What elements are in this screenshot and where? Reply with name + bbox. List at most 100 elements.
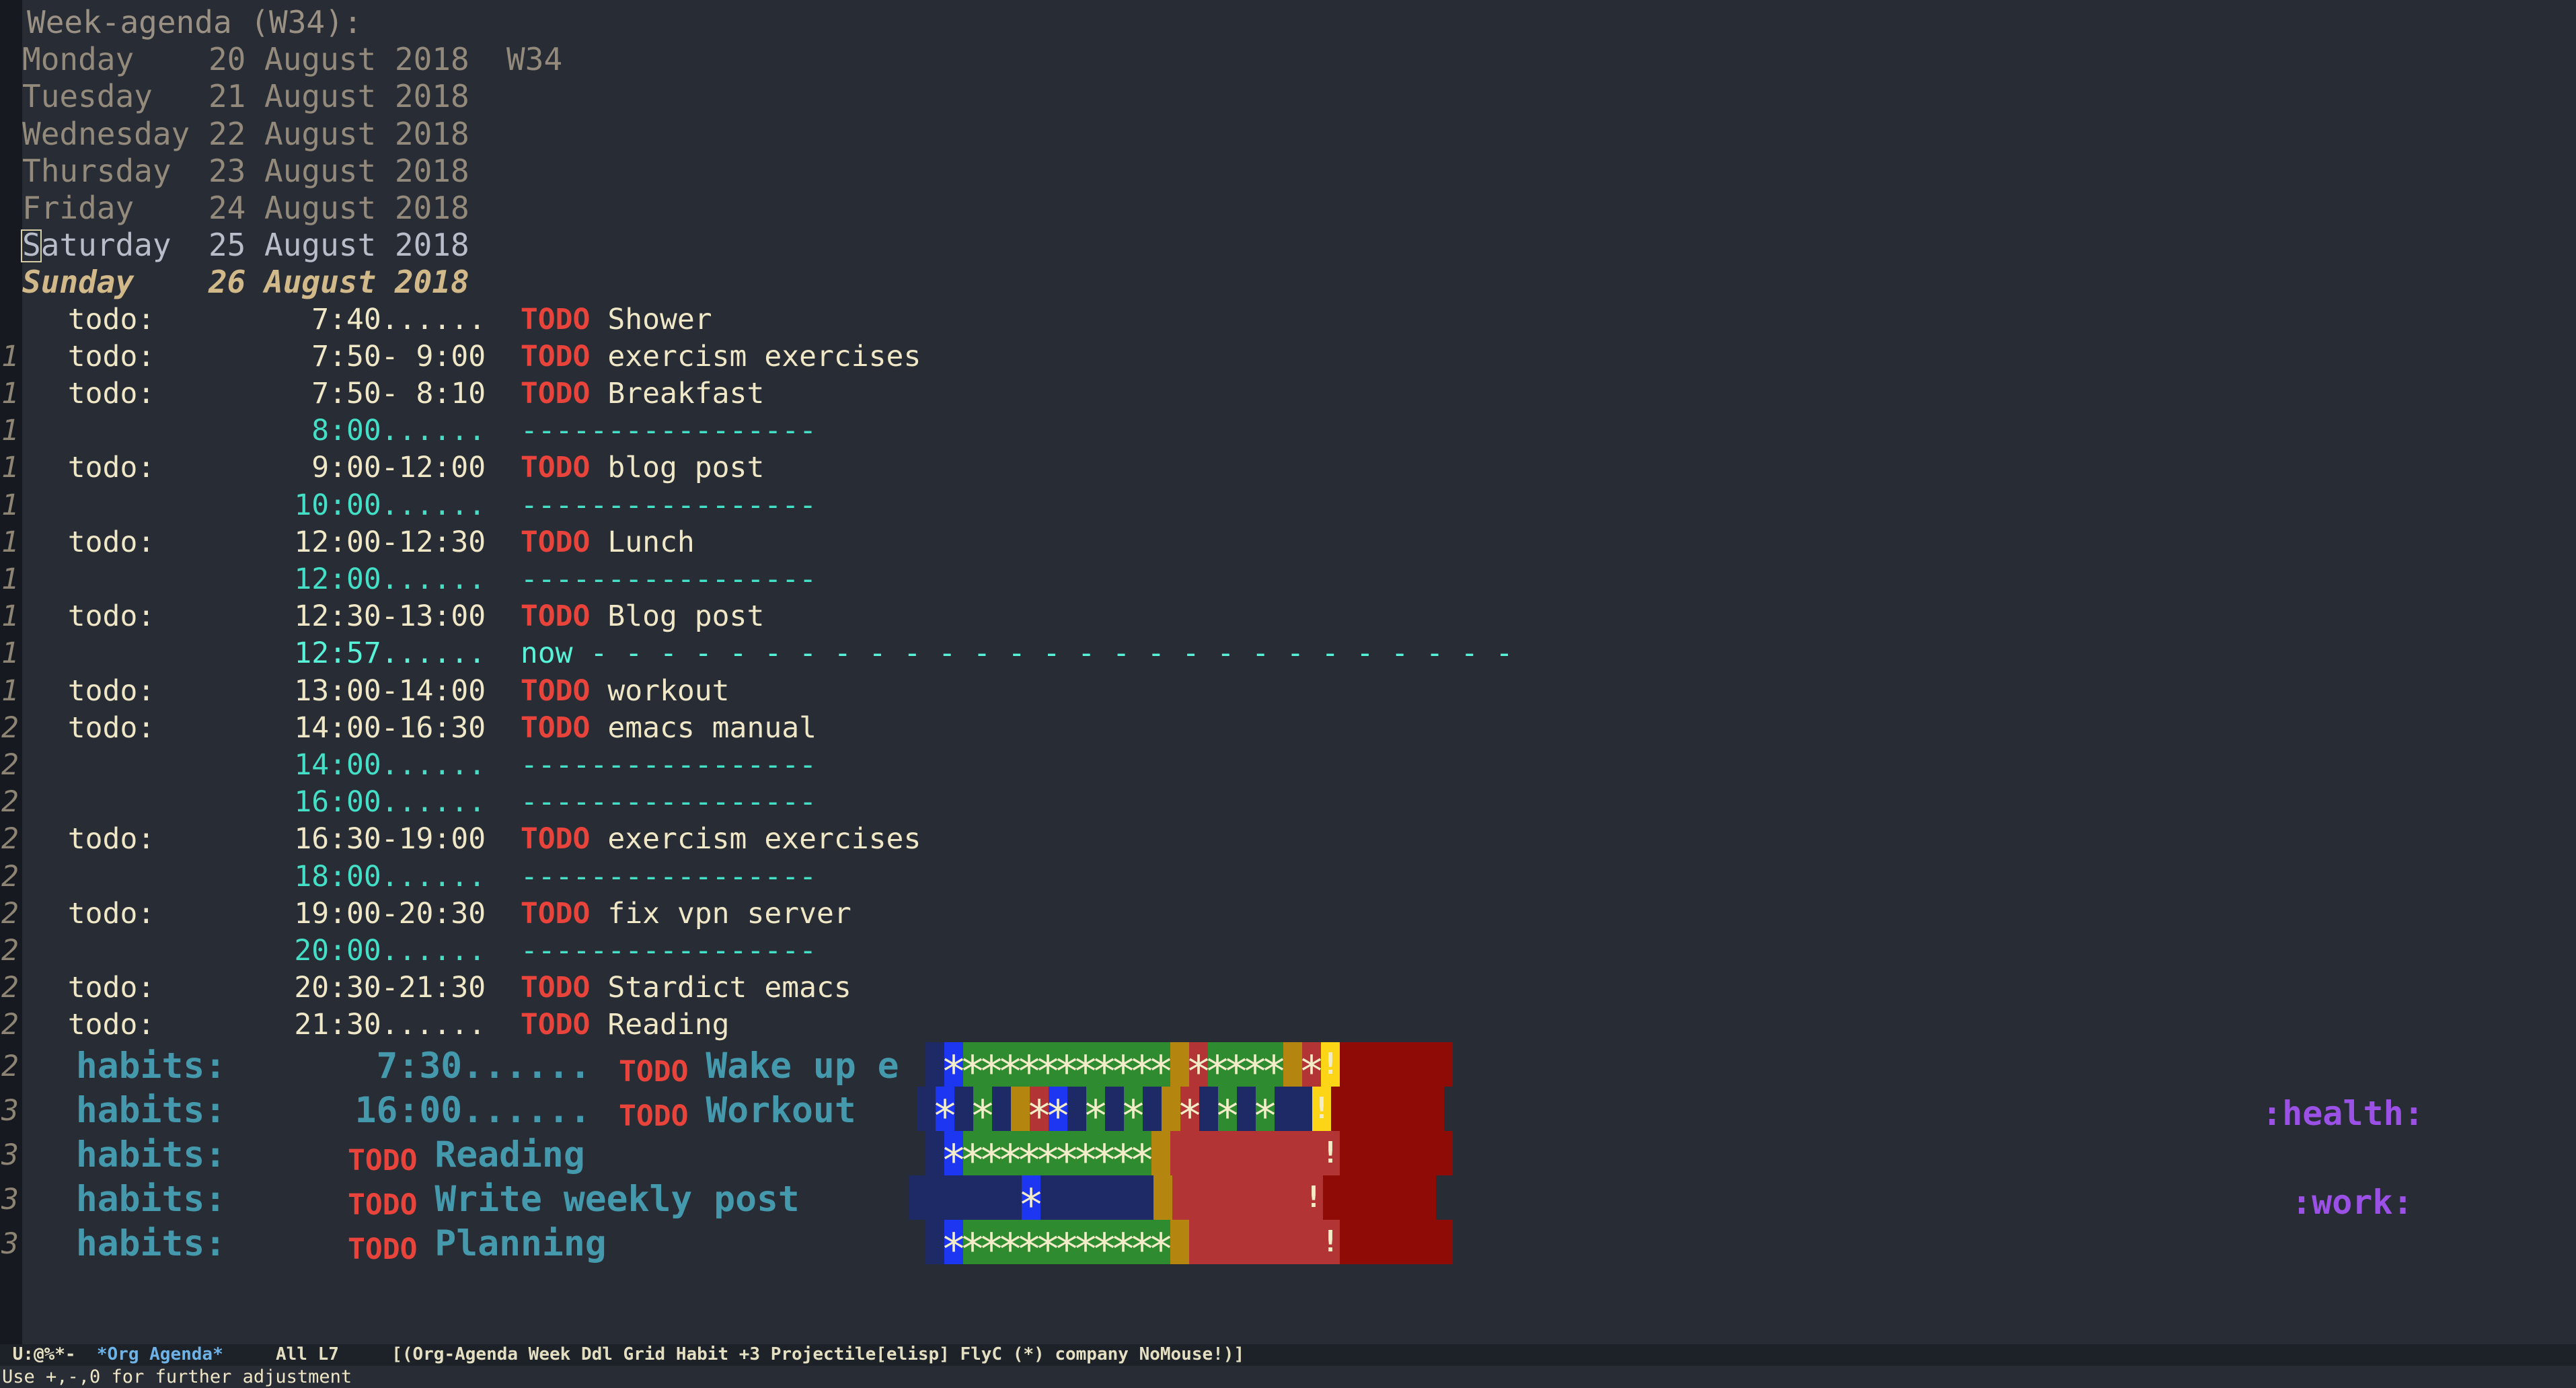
habit-cell-overdue: * xyxy=(1299,1042,1324,1097)
agenda-item-line[interactable]: todo: 14:00-16:30 TODO emacs manual xyxy=(33,710,817,747)
item-title: Blog post xyxy=(590,599,765,634)
habit-cell-overdue xyxy=(1208,1219,1227,1264)
habit-cell-overdue xyxy=(1285,1175,1304,1220)
agenda-day-line-thursday[interactable]: Thursday 23 August 2018 xyxy=(22,153,469,190)
habit-cell-overdue xyxy=(1283,1130,1302,1175)
now-dashes: - - - - - - - - - - - - - - - - - - - - … xyxy=(590,636,1531,671)
item-time: 20:30-21:30 xyxy=(294,971,486,1005)
gutter-line-number: 1 xyxy=(1,377,19,410)
gutter-line-number: 2 xyxy=(1,971,19,1005)
habit-cell-ready: * xyxy=(1121,1086,1146,1142)
item-title: blog post xyxy=(590,451,765,485)
agenda-day-line-wednesday[interactable]: Wednesday 22 August 2018 xyxy=(22,116,469,153)
buffer-name: *Org Agenda* xyxy=(96,1344,223,1364)
habit-cell-alert xyxy=(1170,1042,1189,1087)
text xyxy=(486,1008,521,1042)
item-time: 12:30-13:00 xyxy=(294,599,486,634)
agenda-item-line[interactable]: todo: 16:30-19:00 TODO exercism exercise… xyxy=(33,821,921,858)
agenda-day-line-friday[interactable]: Friday 24 August 2018 xyxy=(22,190,469,227)
habit-cell-alert xyxy=(1151,1130,1170,1175)
habit-cell-overdue xyxy=(1264,1219,1283,1264)
mode-line-info: All L7 [(Org-Agenda Week Ddl Grid Habit … xyxy=(223,1344,1245,1364)
habit-title: Write weekly post xyxy=(434,1178,800,1220)
text-cursor xyxy=(21,229,42,263)
agenda-day-line-monday[interactable]: Monday 20 August 2018 W34 xyxy=(22,41,562,78)
habit-cell-overdue xyxy=(1191,1175,1210,1220)
agenda-item-line[interactable]: todo: 20:30-21:30 TODO Stardict emacs xyxy=(33,970,851,1007)
habit-line[interactable]: habits: 7:30...... xyxy=(33,1044,591,1089)
habit-cell-overdueF xyxy=(1434,1219,1453,1264)
agenda-item-line[interactable]: todo: 21:30...... TODO Reading xyxy=(33,1007,730,1044)
habit-done-star: * xyxy=(1016,1225,1043,1275)
habit-done-star: * xyxy=(940,1225,967,1275)
todo-keyword: TODO xyxy=(520,673,591,708)
item-title: fix vpn server xyxy=(590,896,851,930)
mode-line-text: U:@%*- *Org Agenda* All L7 [(Org-Agenda … xyxy=(2,1341,1244,1368)
time-grid: 18:00...... ----------------- xyxy=(33,859,817,893)
agenda-item-line[interactable]: todo: 7:50- 9:00 TODO exercism exercises xyxy=(33,338,921,375)
habit-line[interactable]: habits: xyxy=(33,1133,226,1177)
habit-cell-overdueF xyxy=(1342,1175,1361,1220)
agenda-item-line[interactable]: todo: 13:00-14:00 TODO workout xyxy=(33,673,730,710)
time-grid: 16:00...... ----------------- xyxy=(33,785,817,819)
agenda-day-line-sunday[interactable]: Sunday 26 August 2018 xyxy=(22,264,469,301)
habit-cell-overdue xyxy=(1208,1130,1227,1175)
habit-cell-clearF: * xyxy=(1045,1086,1071,1142)
time-grid: 8:00...... ----------------- xyxy=(33,414,817,448)
habit-done-star: * xyxy=(1147,1225,1174,1275)
agenda-item-line[interactable]: todo: 7:40...... TODO Shower xyxy=(33,301,712,338)
habit-cell-ready: * xyxy=(979,1219,1004,1275)
gutter-line-number: 2 xyxy=(1,822,19,856)
habit-cell-overdueF xyxy=(1377,1042,1396,1087)
habit-cell-ready: * xyxy=(1054,1219,1079,1275)
habit-cell-overdue xyxy=(1210,1175,1229,1220)
text xyxy=(486,377,521,410)
habit-category-label: habits: xyxy=(33,1222,227,1264)
habit-cell-overdueF xyxy=(1359,1042,1377,1087)
agenda-item-line[interactable]: todo: 7:50- 8:10 TODO Breakfast xyxy=(33,375,765,412)
time-grid: 20:00...... ----------------- xyxy=(33,934,817,967)
gutter-line-number: 2 xyxy=(1,896,19,930)
agenda-day-line-saturday[interactable]: Saturday 25 August 2018 xyxy=(22,227,469,264)
todo-keyword: TODO xyxy=(348,1143,418,1177)
agenda-item-line[interactable]: todo: 19:00-20:30 TODO fix vpn server xyxy=(33,896,851,933)
gutter-line-number: 1 xyxy=(1,636,19,671)
item-category: todo: xyxy=(33,302,295,336)
mode-line[interactable]: U:@%*- *Org Agenda* All L7 [(Org-Agenda … xyxy=(0,1344,2576,1366)
habit-done-star: * xyxy=(978,1225,1005,1275)
agenda-day-line-tuesday[interactable]: Tuesday 21 August 2018 xyxy=(22,78,469,115)
time-grid-line: 12:00...... ----------------- xyxy=(33,561,817,598)
agenda-item-line[interactable]: todo: 9:00-12:00 TODO blog post xyxy=(33,449,765,486)
item-title: Breakfast xyxy=(590,377,765,410)
day-heading: Thursday 23 August 2018 xyxy=(22,152,469,189)
text xyxy=(486,971,521,1005)
habit-cell-clear xyxy=(946,1175,965,1220)
day-heading: Friday 24 August 2018 xyxy=(22,190,469,226)
habit-category-label: habits: xyxy=(33,1178,227,1220)
habit-cell-overdueF xyxy=(1379,1175,1398,1220)
habit-line[interactable]: habits: xyxy=(33,1222,226,1266)
habit-cell-overdueF xyxy=(1359,1219,1377,1264)
gutter-line-number: 1 xyxy=(1,488,19,522)
habit-cell-overdueF xyxy=(1350,1086,1369,1131)
item-time: 16:30-19:00 xyxy=(294,822,486,856)
text xyxy=(486,525,521,559)
agenda-item-line[interactable]: todo: 12:00-12:30 TODO Lunch xyxy=(33,524,695,561)
habit-cell-ready: * xyxy=(1035,1219,1061,1275)
habit-cell-clear xyxy=(909,1175,927,1220)
habit-cell-clear xyxy=(992,1086,1011,1131)
habit-line[interactable]: habits: 16:00...... xyxy=(33,1089,591,1133)
habit-line[interactable]: habits: xyxy=(33,1177,226,1222)
time-grid-line: 18:00...... ----------------- xyxy=(33,859,817,896)
habit-today-mark: ! xyxy=(1304,1180,1323,1215)
habit-cell-overdue xyxy=(1283,1219,1302,1264)
habit-cell-overdue: ! xyxy=(1321,1130,1340,1175)
agenda-item-line[interactable]: todo: 12:30-13:00 TODO Blog post xyxy=(33,598,765,635)
habit-cell-clear xyxy=(1199,1086,1218,1131)
habit-cell-ready: * xyxy=(1073,1219,1098,1275)
time-grid: 14:00...... ----------------- xyxy=(33,748,817,782)
habit-cell-overdueF xyxy=(1388,1086,1406,1131)
item-category: todo: xyxy=(33,673,295,708)
time-grid-line: 20:00...... ----------------- xyxy=(33,933,817,970)
